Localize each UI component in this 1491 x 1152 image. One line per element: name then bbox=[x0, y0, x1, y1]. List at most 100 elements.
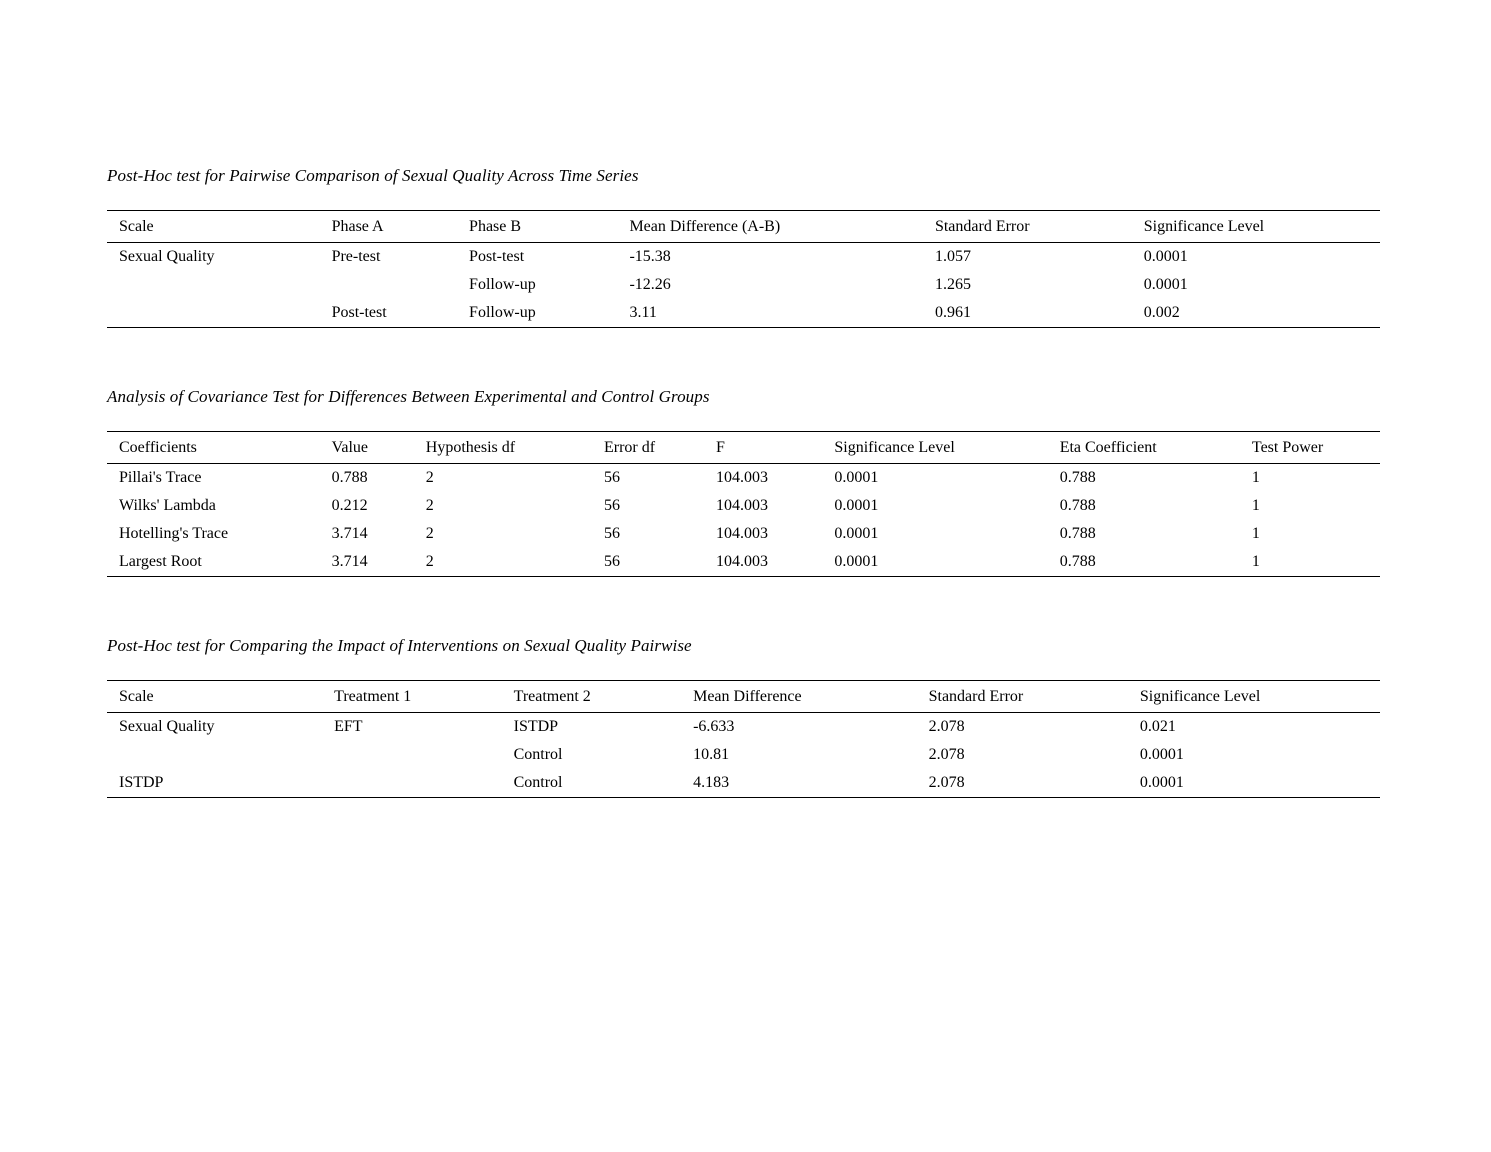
table-cell: EFT bbox=[334, 718, 363, 735]
table-cell: Follow-up bbox=[469, 276, 536, 293]
table-cell: Wilks' Lambda bbox=[119, 497, 216, 514]
column-header: Scale bbox=[107, 210, 320, 243]
table-cell: 104.003 bbox=[716, 497, 768, 514]
table-cell: 0.788 bbox=[1059, 497, 1096, 514]
table-cell: 56 bbox=[603, 525, 620, 542]
column-header: Value bbox=[319, 431, 414, 464]
table-cell: 0.0001 bbox=[1143, 276, 1188, 293]
column-header: Scale bbox=[107, 680, 323, 713]
table-cell bbox=[322, 741, 501, 769]
table-cell: 2.078 bbox=[928, 718, 965, 735]
table-cell: Control bbox=[513, 774, 563, 791]
table-cell bbox=[322, 769, 501, 798]
column-header: Standard Error bbox=[922, 210, 1132, 243]
table-cell bbox=[107, 271, 320, 299]
table-row: ISTDP Control 4.183 2.078 0.0001 bbox=[107, 769, 1380, 798]
table-cell: 104.003 bbox=[716, 469, 768, 486]
table-row: Wilks' Lambda 0.212 2 56 104.003 0.0001 0.788 1 bbox=[107, 492, 1380, 520]
table-cell: 0.0001 bbox=[1139, 746, 1184, 763]
table-cell: Control bbox=[513, 746, 563, 763]
table-cell: 1.265 bbox=[934, 276, 971, 293]
table-cell: 1 bbox=[1251, 525, 1260, 542]
table-cell: 0.0001 bbox=[1139, 774, 1184, 791]
table-cell: 2 bbox=[425, 525, 434, 542]
table-cell bbox=[107, 299, 320, 328]
table-row: Post-test Follow-up 3.11 0.961 0.002 bbox=[107, 299, 1380, 328]
header-row: Coefficients Value Hypothesis df Error df F S… bbox=[107, 431, 1380, 464]
table-row: Hotelling's Trace 3.714 2 56 104.003 0.0001 0.… bbox=[107, 520, 1380, 548]
table-cell: 3.714 bbox=[331, 553, 368, 570]
table-cell: 0.0001 bbox=[834, 469, 879, 486]
column-header: Treatment 1 bbox=[322, 680, 502, 713]
table-row: Pillai's Trace 0.788 2 56 104.003 0.0001 0.788… bbox=[107, 464, 1380, 493]
table-title: Post-Hoc test for Comparing the Impact o… bbox=[107, 636, 692, 655]
table-cell: Largest Root bbox=[119, 553, 202, 570]
table-cell: ISTDP bbox=[119, 774, 164, 791]
table-cell: 2 bbox=[425, 469, 434, 486]
table-cell: 2 bbox=[425, 553, 434, 570]
document-page: Post-Hoc test for Pairwise Comparison of… bbox=[107, 164, 1380, 798]
column-header: Mean Difference (A-B) bbox=[617, 210, 923, 243]
table-cell: 1.057 bbox=[934, 248, 971, 265]
table-cell bbox=[320, 271, 457, 299]
section-posthoc-time-series: Post-Hoc test for Pairwise Comparison of… bbox=[107, 164, 1380, 328]
table-cell: 0.0001 bbox=[834, 553, 879, 570]
section-ancova: Analysis of Covariance Test for Differen… bbox=[107, 385, 1380, 577]
column-header: Phase A bbox=[319, 210, 458, 243]
column-header: Mean Difference bbox=[681, 680, 917, 713]
table-row: Sexual Quality Pre-test Post-test -15.38 1.0… bbox=[107, 243, 1380, 272]
column-header: Significance Level bbox=[1127, 680, 1380, 713]
table-cell: 1 bbox=[1251, 469, 1260, 486]
column-header: Phase B bbox=[457, 210, 618, 243]
column-header: Treatment 2 bbox=[501, 680, 682, 713]
column-header: Standard Error bbox=[916, 680, 1128, 713]
table-cell: 3.11 bbox=[629, 304, 657, 321]
table-cell: 0.212 bbox=[331, 497, 368, 514]
table-cell: Pre-test bbox=[331, 248, 381, 265]
column-header: Significance Level bbox=[1131, 210, 1380, 243]
table-cell: ISTDP bbox=[513, 718, 559, 735]
table-cell: 56 bbox=[603, 469, 620, 486]
table-cell: 0.0001 bbox=[1143, 248, 1188, 265]
table-cell: 3.714 bbox=[331, 525, 368, 542]
table-row: Follow-up -12.26 1.265 0.0001 bbox=[107, 271, 1380, 299]
table-cell bbox=[107, 741, 322, 769]
column-header: Hypothesis df bbox=[413, 431, 592, 464]
header-row: Scale Phase A Phase B Mean Difference (A-B)… bbox=[107, 210, 1380, 243]
posthoc-interventions-table: Scale Treatment 1 Treatment 2 Mean Differen… bbox=[107, 680, 1380, 798]
table-title: Analysis of Covariance Test for Differen… bbox=[107, 387, 710, 406]
header-row: Scale Treatment 1 Treatment 2 Mean Differen… bbox=[107, 680, 1380, 713]
table-cell: 0.0001 bbox=[834, 497, 879, 514]
column-header: Significance Level bbox=[822, 431, 1048, 464]
table-cell: 104.003 bbox=[716, 553, 768, 570]
table-cell: Pillai's Trace bbox=[119, 469, 202, 486]
table-title: Post-Hoc test for Pairwise Comparison of… bbox=[107, 166, 639, 185]
table-cell: Post-test bbox=[331, 304, 387, 321]
table-cell: 0.021 bbox=[1139, 718, 1176, 735]
table-cell: 56 bbox=[603, 553, 620, 570]
table-cell: -15.38 bbox=[629, 248, 671, 265]
ancova-table: Coefficients Value Hypothesis df Error df F S… bbox=[107, 431, 1380, 577]
table-cell: -12.26 bbox=[629, 276, 671, 293]
table-cell: Follow-up bbox=[469, 304, 536, 321]
table-cell: 10.81 bbox=[693, 746, 730, 763]
table-cell: 2.078 bbox=[928, 774, 965, 791]
table-cell: Sexual Quality bbox=[119, 248, 215, 265]
column-header: Eta Coefficient bbox=[1047, 431, 1240, 464]
table-cell: Sexual Quality bbox=[119, 718, 215, 735]
table-cell: 0.788 bbox=[1059, 553, 1096, 570]
table-row: Largest Root 3.714 2 56 104.003 0.0001 0.788 1 bbox=[107, 548, 1380, 577]
table-cell: 0.0001 bbox=[834, 525, 879, 542]
column-header: Test Power bbox=[1239, 431, 1380, 464]
table-cell: 0.788 bbox=[331, 469, 368, 486]
table-row: Sexual Quality EFT ISTDP -6.633 2.078 0.021 bbox=[107, 713, 1380, 742]
table-cell: 0.788 bbox=[1059, 469, 1096, 486]
posthoc-time-series-table: Scale Phase A Phase B Mean Difference (A-B)… bbox=[107, 210, 1380, 328]
table-cell: Hotelling's Trace bbox=[119, 525, 229, 542]
table-cell: 2.078 bbox=[928, 746, 965, 763]
table-cell: 56 bbox=[603, 497, 620, 514]
table-cell: -6.633 bbox=[693, 718, 735, 735]
table-cell: 2 bbox=[425, 497, 434, 514]
column-header: Error df bbox=[591, 431, 704, 464]
table-cell: 0.788 bbox=[1059, 525, 1096, 542]
